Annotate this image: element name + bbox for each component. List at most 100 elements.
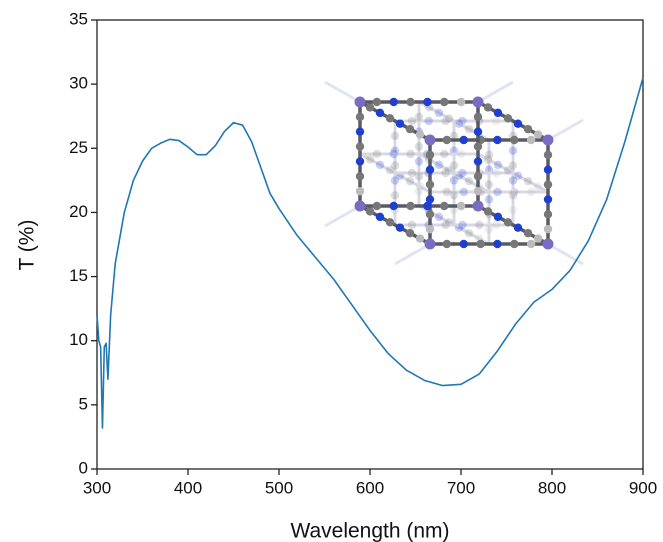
atom <box>406 97 415 107</box>
metal-atom <box>424 238 436 250</box>
metal-atom <box>472 96 484 108</box>
atom <box>425 224 435 234</box>
atom <box>493 239 502 249</box>
atom <box>355 127 365 136</box>
atom <box>503 218 513 227</box>
atom <box>456 201 466 211</box>
x-axis-title: Wavelength (nm) <box>290 520 449 542</box>
atom <box>473 157 483 166</box>
atom <box>508 176 518 185</box>
atom <box>355 142 365 151</box>
atom <box>483 155 493 164</box>
atom <box>425 165 435 174</box>
atom <box>375 212 385 222</box>
atom <box>390 176 400 185</box>
atom <box>459 239 468 249</box>
atom <box>493 212 503 222</box>
metal-atom <box>354 200 366 212</box>
metal-atom <box>542 238 554 250</box>
spoke <box>324 204 361 228</box>
atom <box>444 114 454 123</box>
spoke <box>394 242 431 266</box>
atom <box>406 149 415 159</box>
plot-frame <box>96 19 644 470</box>
atom <box>523 176 533 186</box>
atom <box>543 150 553 160</box>
atom <box>493 160 503 170</box>
atom <box>385 166 395 175</box>
atom <box>449 191 459 200</box>
atom <box>459 135 468 145</box>
atom <box>513 119 523 128</box>
atom <box>405 124 415 134</box>
atom <box>415 234 425 243</box>
atom <box>355 186 365 196</box>
atom <box>456 97 466 107</box>
atom <box>375 160 385 170</box>
atom <box>414 186 424 196</box>
atom <box>449 205 459 215</box>
atom <box>456 149 466 159</box>
atom <box>423 97 432 107</box>
spoke <box>324 80 361 104</box>
atom <box>533 130 543 139</box>
atom <box>543 224 553 234</box>
atom <box>390 131 400 141</box>
atom <box>484 150 494 160</box>
atom <box>440 97 449 107</box>
atom <box>425 180 435 189</box>
atom <box>508 146 518 155</box>
atom <box>395 119 405 128</box>
y-tick-label: 30 <box>69 74 88 93</box>
atom <box>484 224 494 234</box>
x-tick-label: 900 <box>629 478 657 497</box>
x-tick-label: 800 <box>538 478 566 497</box>
atom <box>365 207 375 216</box>
y-tick-label: 35 <box>69 9 88 28</box>
atom <box>510 135 519 145</box>
atom <box>390 191 400 200</box>
atom <box>389 149 398 159</box>
atom <box>442 135 452 145</box>
data-line <box>96 77 644 429</box>
atom <box>415 130 425 139</box>
atom <box>513 223 523 232</box>
atom <box>365 155 375 164</box>
atom <box>355 112 365 122</box>
atom <box>425 195 435 204</box>
atom <box>389 201 398 211</box>
atom <box>491 168 501 178</box>
atom <box>449 131 459 141</box>
atom <box>513 171 523 180</box>
atom <box>390 161 400 170</box>
metal-atom <box>542 134 554 146</box>
atom <box>441 168 450 178</box>
atom <box>440 201 449 211</box>
atom <box>526 135 536 145</box>
atom <box>483 207 493 216</box>
crystal-structure-inset <box>324 80 584 266</box>
atom <box>473 127 483 136</box>
y-tick-label: 5 <box>79 394 88 413</box>
atom <box>473 112 483 122</box>
atom <box>475 220 484 230</box>
atom <box>508 205 518 215</box>
atom <box>375 108 385 118</box>
atom <box>414 157 424 166</box>
atom <box>449 161 459 170</box>
atom <box>493 135 502 145</box>
x-tick-label: 600 <box>356 478 384 497</box>
metal-atom <box>424 134 436 146</box>
atom <box>526 187 536 197</box>
atom <box>407 220 417 230</box>
atom <box>510 239 519 249</box>
atom <box>385 218 395 227</box>
atom <box>493 187 502 197</box>
x-tick-label: 700 <box>447 478 475 497</box>
atom <box>372 149 382 159</box>
spoke <box>477 80 514 104</box>
atom <box>434 108 444 118</box>
spoke <box>547 118 584 142</box>
atom <box>434 212 444 222</box>
atom <box>365 103 375 112</box>
